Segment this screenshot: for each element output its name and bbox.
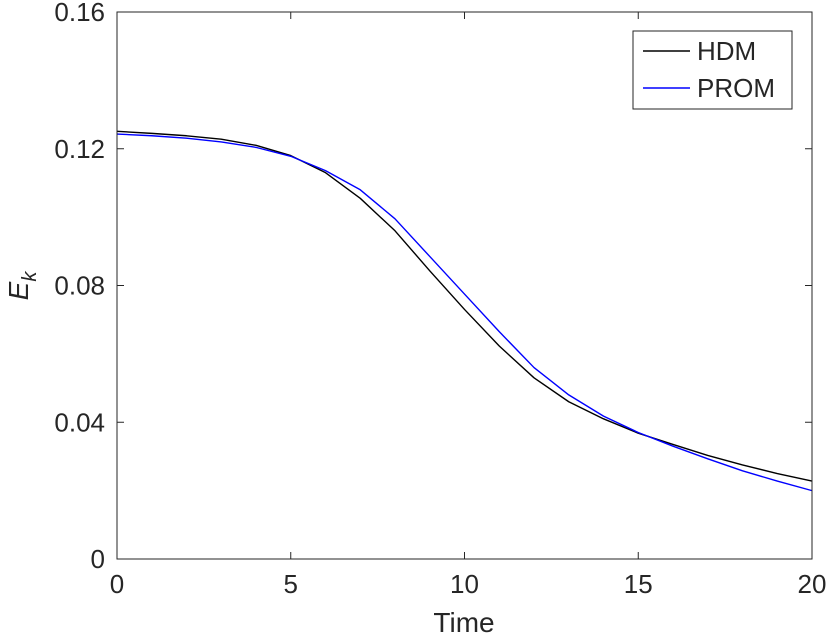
y-axis-ticks: 0 0.04 0.08 0.12 0.16 <box>54 0 812 574</box>
x-tick-label: 15 <box>624 569 653 599</box>
legend: HDM PROM <box>632 30 793 110</box>
series-line-hdm <box>116 130 813 482</box>
x-tick-label: 20 <box>798 569 827 599</box>
x-tick-label: 5 <box>284 569 298 599</box>
legend-label-hdm: HDM <box>697 36 756 66</box>
x-axis-ticks: 0 5 10 15 20 <box>110 12 827 599</box>
y-tick-label: 0 <box>91 544 105 574</box>
x-tick-label: 0 <box>110 569 124 599</box>
series-line-prom <box>116 133 813 492</box>
x-axis-label: Time <box>433 607 494 636</box>
y-tick-label: 0.12 <box>54 134 105 164</box>
legend-label-prom: PROM <box>697 73 775 103</box>
y-tick-label: 0.04 <box>54 407 105 437</box>
y-axis-label: Ek <box>3 271 41 301</box>
y-tick-label: 0.08 <box>54 271 105 301</box>
legend-box <box>632 30 793 110</box>
y-tick-label: 0.16 <box>54 0 105 27</box>
x-tick-label: 10 <box>450 569 479 599</box>
